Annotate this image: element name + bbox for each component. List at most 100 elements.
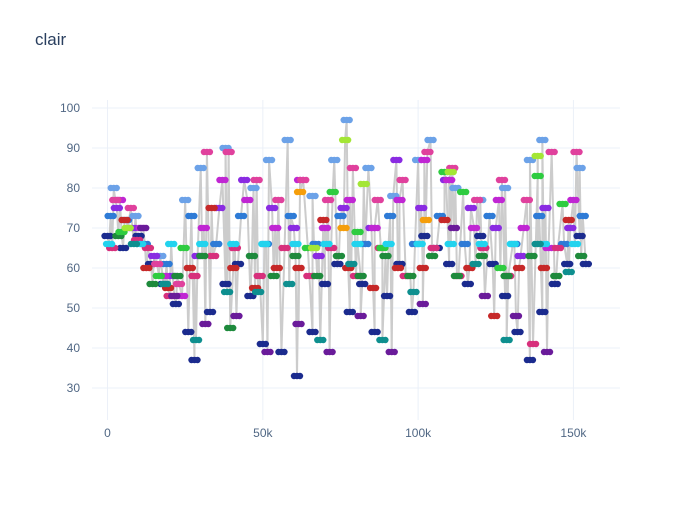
data-point[interactable] [212,252,220,260]
data-point[interactable] [545,204,552,212]
data-point[interactable] [194,356,201,364]
data-point[interactable] [127,224,134,232]
data-point[interactable] [278,196,285,204]
data-point[interactable] [537,240,544,248]
data-point[interactable] [130,204,138,212]
data-point[interactable] [202,252,209,260]
data-point[interactable] [556,272,563,280]
data-point[interactable] [576,148,583,156]
data-point[interactable] [153,252,161,260]
data-point[interactable] [422,300,429,308]
data-point[interactable] [233,264,240,272]
data-point[interactable] [296,372,304,380]
data-point[interactable] [579,164,586,172]
data-point[interactable] [489,212,496,220]
data-point[interactable] [211,204,218,212]
data-point[interactable] [135,212,142,220]
data-point[interactable] [257,288,265,296]
data-point[interactable] [183,244,190,252]
data-point[interactable] [157,260,164,268]
data-point[interactable] [515,312,523,320]
data-point[interactable] [462,188,470,196]
data-point[interactable] [284,244,291,252]
data-point[interactable] [273,272,280,280]
data-point[interactable] [289,280,296,288]
data-point[interactable] [175,300,183,308]
data-point[interactable] [320,336,327,344]
data-point[interactable] [139,240,147,248]
data-point[interactable] [372,284,380,292]
data-point[interactable] [298,264,305,272]
data-point[interactable] [247,196,254,204]
data-point[interactable] [431,252,439,260]
data-point[interactable] [582,212,589,220]
data-point[interactable] [368,164,375,172]
data-point[interactable] [240,212,248,220]
data-point[interactable] [340,212,347,220]
data-point[interactable] [573,196,580,204]
data-point[interactable] [205,320,212,328]
data-point[interactable] [195,336,203,344]
data-point[interactable] [253,184,260,192]
data-point[interactable] [299,188,307,196]
data-point[interactable] [324,280,332,288]
data-point[interactable] [388,240,395,248]
data-point[interactable] [230,324,237,332]
data-point[interactable] [579,232,586,240]
data-point[interactable] [396,156,403,164]
data-point[interactable] [318,252,325,260]
data-point[interactable] [567,260,574,268]
data-point[interactable] [276,264,283,272]
data-point[interactable] [107,232,114,240]
data-point[interactable] [332,188,339,196]
data-point[interactable] [316,272,324,280]
data-point[interactable] [351,260,358,268]
data-point[interactable] [116,204,124,212]
data-point[interactable] [360,272,367,280]
data-point[interactable] [206,148,214,156]
data-point[interactable] [562,200,569,208]
data-point[interactable] [526,196,534,204]
data-point[interactable] [178,280,186,288]
data-point[interactable] [225,280,232,288]
data-point[interactable] [397,264,405,272]
data-point[interactable] [473,224,481,232]
data-point[interactable] [413,288,420,296]
data-point[interactable] [537,172,544,180]
data-point[interactable] [430,136,437,144]
data-point[interactable] [271,204,279,212]
data-point[interactable] [554,280,561,288]
data-point[interactable] [267,348,274,356]
data-point[interactable] [343,204,350,212]
data-point[interactable] [512,240,520,248]
data-point[interactable] [338,252,346,260]
data-point[interactable] [343,224,350,232]
data-point[interactable] [259,272,266,280]
data-point[interactable] [543,264,551,272]
data-point[interactable] [174,292,181,300]
data-point[interactable] [484,292,492,300]
data-point[interactable] [382,336,389,344]
data-point[interactable] [402,176,409,184]
data-point[interactable] [551,148,558,156]
data-point[interactable] [363,180,370,188]
data-point[interactable] [411,308,419,316]
data-point[interactable] [529,356,537,364]
data-point[interactable] [181,292,189,300]
data-point[interactable] [433,244,440,252]
data-point[interactable] [568,216,575,224]
data-point[interactable] [327,196,335,204]
data-point[interactable] [377,196,384,204]
data-point[interactable] [124,216,131,224]
data-point[interactable] [202,240,209,248]
data-point[interactable] [160,252,167,260]
data-point[interactable] [456,272,464,280]
data-point[interactable] [399,196,406,204]
data-point[interactable] [243,176,251,184]
data-point[interactable] [467,280,475,288]
data-point[interactable] [481,252,488,260]
data-point[interactable] [520,252,527,260]
data-point[interactable] [542,308,549,316]
data-point[interactable] [236,312,243,320]
data-point[interactable] [171,240,178,248]
